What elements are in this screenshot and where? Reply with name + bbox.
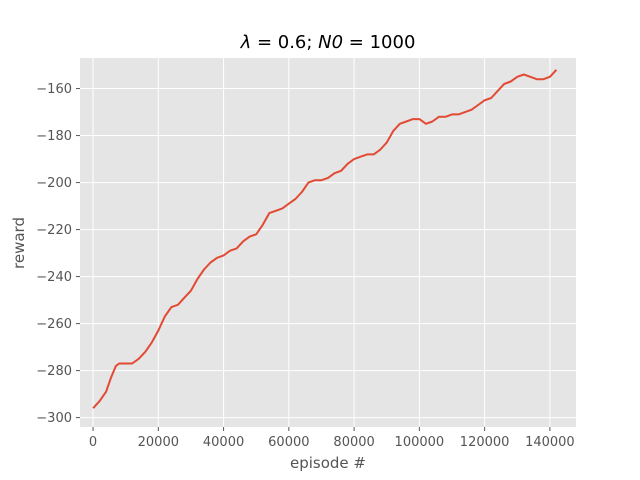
x-tick-label: 60000: [268, 435, 309, 450]
y-axis-label: reward: [10, 217, 28, 269]
series-line: [92, 69, 558, 409]
y-axis-ticks: −300 −280 −260 −240 −220 −200 −180 −160: [36, 82, 80, 426]
x-tick-label: 120000: [460, 435, 510, 450]
title-part: = 0.6;: [251, 32, 318, 53]
y-tick-label: −300: [36, 411, 72, 426]
title-part: = 1000: [343, 32, 415, 53]
y-tick-label: −180: [36, 129, 72, 144]
plot-area: [80, 58, 576, 427]
x-tick-label: 40000: [203, 435, 244, 450]
title-part: λ: [240, 32, 252, 53]
x-axis-label: episode #: [290, 454, 366, 472]
y-tick-label: −200: [36, 176, 72, 191]
y-tick-label: −260: [36, 317, 72, 332]
series-layer: [92, 69, 558, 409]
chart-title: λ = 0.6; N0 = 1000: [240, 32, 416, 53]
y-tick-label: −160: [36, 82, 72, 97]
x-tick-label: 80000: [333, 435, 374, 450]
y-tick-label: −240: [36, 270, 72, 285]
title-part: N0: [318, 32, 343, 53]
x-tick-label: 140000: [525, 435, 575, 450]
x-tick-label: 100000: [395, 435, 445, 450]
y-tick-label: −220: [36, 223, 72, 238]
x-tick-label: 20000: [138, 435, 179, 450]
y-tick-label: −280: [36, 364, 72, 379]
x-axis-ticks: 0 20000 40000 60000 80000 100000 120000 140000: [89, 427, 575, 450]
x-tick-label: 0: [89, 435, 97, 450]
